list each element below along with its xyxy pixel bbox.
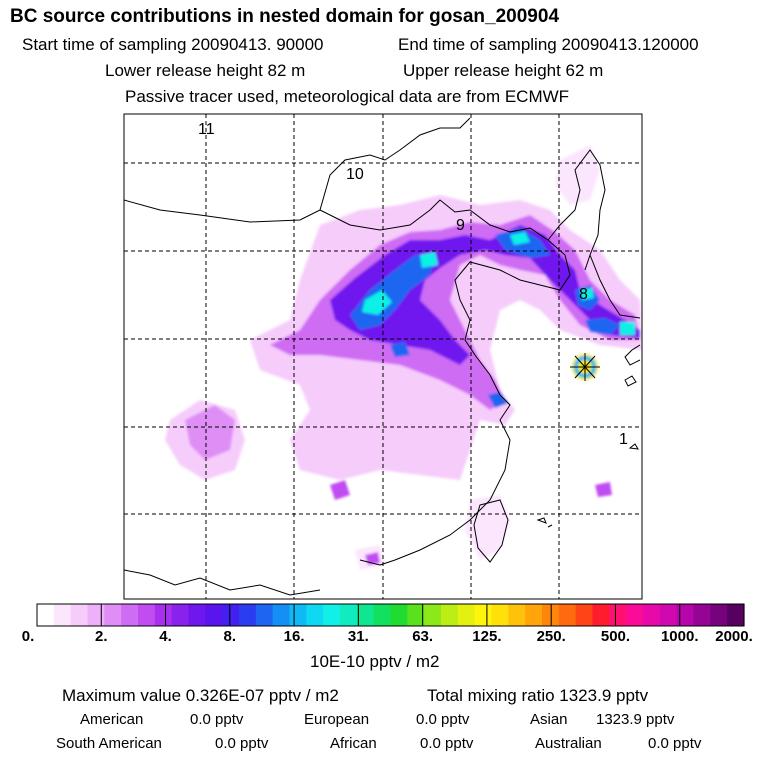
total-mixing-ratio-label: Total mixing ratio 1323.9 pptv (427, 686, 649, 705)
colorbar-units: 10E-10 pptv / m2 (310, 652, 440, 671)
colorbar-cell (205, 604, 223, 626)
colorbar-cell (70, 604, 89, 626)
plume-pale-korea (555, 145, 600, 205)
colorbar-cell (171, 604, 190, 626)
colorbar-cell (727, 604, 745, 626)
region-african-name: African (330, 735, 377, 752)
colorbar-cell (609, 604, 627, 626)
colorbar-cell (154, 604, 173, 626)
end-time-label: End time of sampling 20090413.120000 (398, 35, 699, 54)
colorbar-cell (255, 604, 274, 626)
region-european-name: European (304, 711, 370, 728)
trajectory-label-9: 9 (456, 217, 465, 234)
colorbar-tick-label: 31. (347, 628, 369, 645)
colorbar (36, 603, 745, 627)
plume-blue (350, 228, 620, 408)
lat-lon-grid (124, 114, 642, 599)
heatmap-field (124, 117, 642, 596)
colorbar-cell (592, 604, 610, 626)
trajectory-label-8: 8 (579, 286, 588, 303)
colorbar-cell (53, 604, 72, 626)
colorbar-tick-label: 8. (223, 628, 237, 645)
region-south-american-name: South American (56, 735, 162, 752)
colorbar-cell (37, 604, 55, 626)
colorbar-cell (138, 604, 156, 626)
map-frame (123, 113, 643, 600)
trajectory-label-10: 10 (346, 166, 364, 183)
colorbar-cell (693, 604, 711, 626)
colorbar-cell (373, 604, 392, 626)
colorbar-cell (289, 604, 307, 626)
colorbar-cell (575, 604, 594, 626)
region-australian-value: 0.0 pptv (648, 735, 702, 752)
colorbar-cell (525, 604, 543, 626)
region-asian-name: Asian (530, 711, 568, 728)
colorbar-cell (441, 604, 459, 626)
region-african-value: 0.0 pptv (420, 735, 474, 752)
colorbar-cell (659, 604, 678, 626)
colorbar-cell (457, 604, 476, 626)
colorbar-cell (424, 604, 442, 626)
colorbar-cell (508, 604, 526, 626)
plume-magenta-west (185, 405, 235, 460)
colorbar-cell (188, 604, 206, 626)
region-australian-name: Australian (535, 735, 602, 752)
colorbar-cell (239, 604, 257, 626)
colorbar-tick-label: 0. (21, 628, 35, 645)
colorbar-cell (626, 604, 644, 626)
colorbar-tick-label: 63. (412, 628, 434, 645)
colorbar-cell (121, 604, 139, 626)
colorbar-cell (390, 604, 408, 626)
tracer-note: Passive tracer used, meteorological data… (125, 87, 570, 106)
colorbar-cell (676, 604, 695, 626)
trajectory-marker (570, 353, 600, 381)
colorbar-cell (272, 604, 291, 626)
colorbar-cell (306, 604, 324, 626)
colorbar-tick-label: 500. (600, 628, 631, 645)
colorbar-cell (340, 604, 358, 626)
region-european-value: 0.0 pptv (416, 711, 470, 728)
coastlines (124, 117, 641, 596)
colorbar-cell (407, 604, 425, 626)
colorbar-tick-label: 2000. (715, 628, 753, 645)
plume-cyan (362, 232, 635, 335)
colorbar-cell (87, 604, 105, 626)
region-american-name: American (80, 711, 144, 728)
start-time-label: Start time of sampling 20090413. 90000 (22, 35, 324, 54)
colorbar-tick-label: 16. (283, 628, 305, 645)
colorbar-cell (222, 604, 240, 626)
colorbar-cell (710, 604, 728, 626)
colorbar-cell (558, 604, 577, 626)
lower-height-label: Lower release height 82 m (105, 61, 306, 80)
colorbar-tick-label: 125. (472, 628, 502, 645)
upper-height-label: Upper release height 62 m (403, 61, 604, 80)
colorbar-cell (356, 604, 375, 626)
colorbar-cell (474, 604, 493, 626)
region-asian-value: 1323.9 pptv (596, 711, 675, 728)
trajectory-label-1: 1 (619, 431, 628, 448)
colorbar-cell (643, 604, 661, 626)
plot-title: BC source contributions in nested domain… (10, 6, 560, 27)
colorbar-cell (104, 604, 122, 626)
trajectory-label-11: 11 (198, 121, 215, 138)
colorbar-tick-label: 4. (159, 628, 172, 645)
plume-pale-taiwan (465, 495, 510, 560)
region-american-value: 0.0 pptv (190, 711, 244, 728)
colorbar-tick-label: 1000. (660, 628, 699, 645)
colorbar-tick-label: 250. (536, 628, 566, 645)
plume-violet (330, 225, 640, 365)
colorbar-tick-label: 2. (95, 628, 108, 645)
region-south-american-value: 0.0 pptv (215, 735, 269, 752)
colorbar-cell (491, 604, 509, 626)
max-value-label: Maximum value 0.326E-07 pptv / m2 (62, 686, 339, 705)
colorbar-cell (323, 604, 341, 626)
